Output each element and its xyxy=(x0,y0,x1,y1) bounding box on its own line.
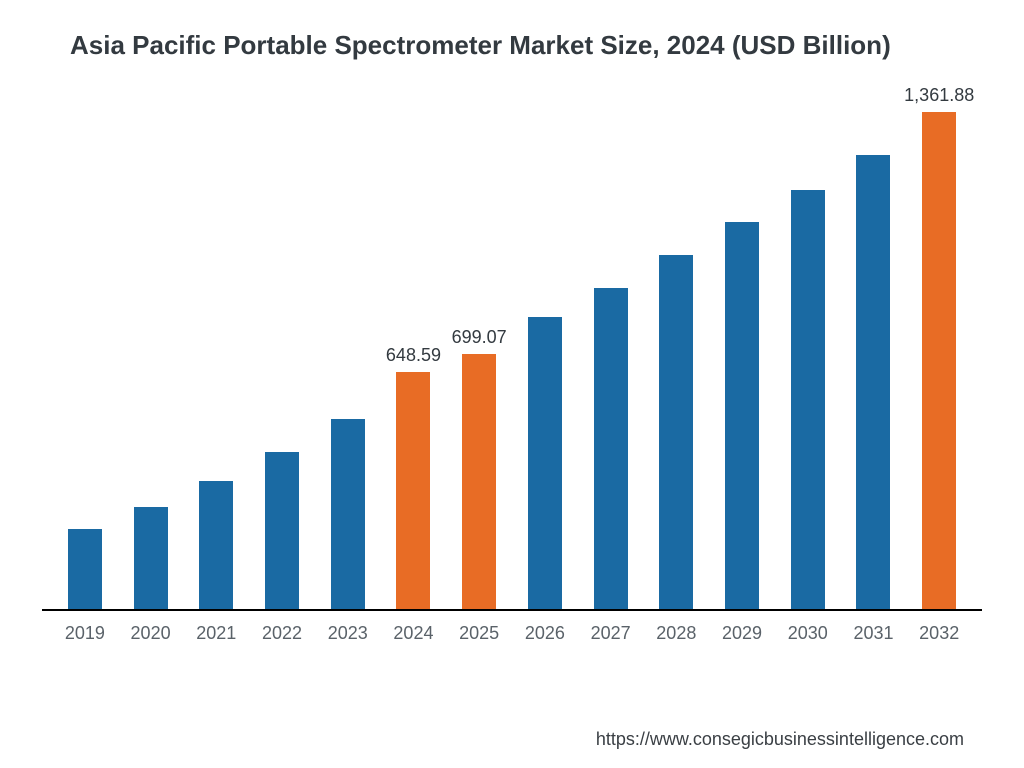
bar xyxy=(68,529,102,609)
bar xyxy=(199,481,233,609)
bar xyxy=(462,354,496,609)
bar-slot xyxy=(709,91,775,609)
x-axis-label: 2027 xyxy=(578,615,644,651)
bars-group: 648.59 699.07 1,361.88 xyxy=(52,91,972,609)
bar xyxy=(922,112,956,609)
x-axis-label: 2024 xyxy=(381,615,447,651)
bar-slot xyxy=(775,91,841,609)
x-axis-baseline xyxy=(42,609,982,611)
bar-value-label: 699.07 xyxy=(452,327,507,348)
bar-slot xyxy=(315,91,381,609)
x-axis-label: 2019 xyxy=(52,615,118,651)
x-axis-label: 2031 xyxy=(841,615,907,651)
bar-slot: 648.59 xyxy=(381,91,447,609)
bar xyxy=(331,419,365,609)
bar-slot: 699.07 xyxy=(446,91,512,609)
bar-slot xyxy=(841,91,907,609)
x-axis-label: 2020 xyxy=(118,615,184,651)
bar-slot xyxy=(52,91,118,609)
x-axis-label: 2028 xyxy=(643,615,709,651)
bar xyxy=(528,317,562,609)
chart-title: Asia Pacific Portable Spectrometer Marke… xyxy=(70,30,984,61)
x-axis-labels: 2019202020212022202320242025202620272028… xyxy=(52,615,972,651)
x-axis-label: 2029 xyxy=(709,615,775,651)
bar-slot xyxy=(643,91,709,609)
x-axis-label: 2030 xyxy=(775,615,841,651)
bar xyxy=(856,155,890,609)
bar-slot xyxy=(118,91,184,609)
bar xyxy=(725,222,759,609)
chart-container: Asia Pacific Portable Spectrometer Marke… xyxy=(0,0,1024,768)
bar-slot xyxy=(578,91,644,609)
chart-area: 648.59699.071,361.88 2019202020212022202… xyxy=(42,71,982,651)
x-axis-label: 2021 xyxy=(183,615,249,651)
bar xyxy=(791,190,825,610)
x-axis-label: 2026 xyxy=(512,615,578,651)
bar-value-label: 1,361.88 xyxy=(904,85,974,106)
bar xyxy=(134,507,168,609)
bar xyxy=(659,255,693,609)
bar xyxy=(396,372,430,609)
bar-slot xyxy=(512,91,578,609)
bar-value-label: 648.59 xyxy=(386,345,441,366)
x-axis-label: 2032 xyxy=(906,615,972,651)
x-axis-label: 2023 xyxy=(315,615,381,651)
source-attribution: https://www.consegicbusinessintelligence… xyxy=(596,729,964,750)
bar-slot xyxy=(183,91,249,609)
bar-slot: 1,361.88 xyxy=(906,91,972,609)
x-axis-label: 2025 xyxy=(446,615,512,651)
x-axis-label: 2022 xyxy=(249,615,315,651)
bar-slot xyxy=(249,91,315,609)
bar xyxy=(594,288,628,609)
bar xyxy=(265,452,299,609)
